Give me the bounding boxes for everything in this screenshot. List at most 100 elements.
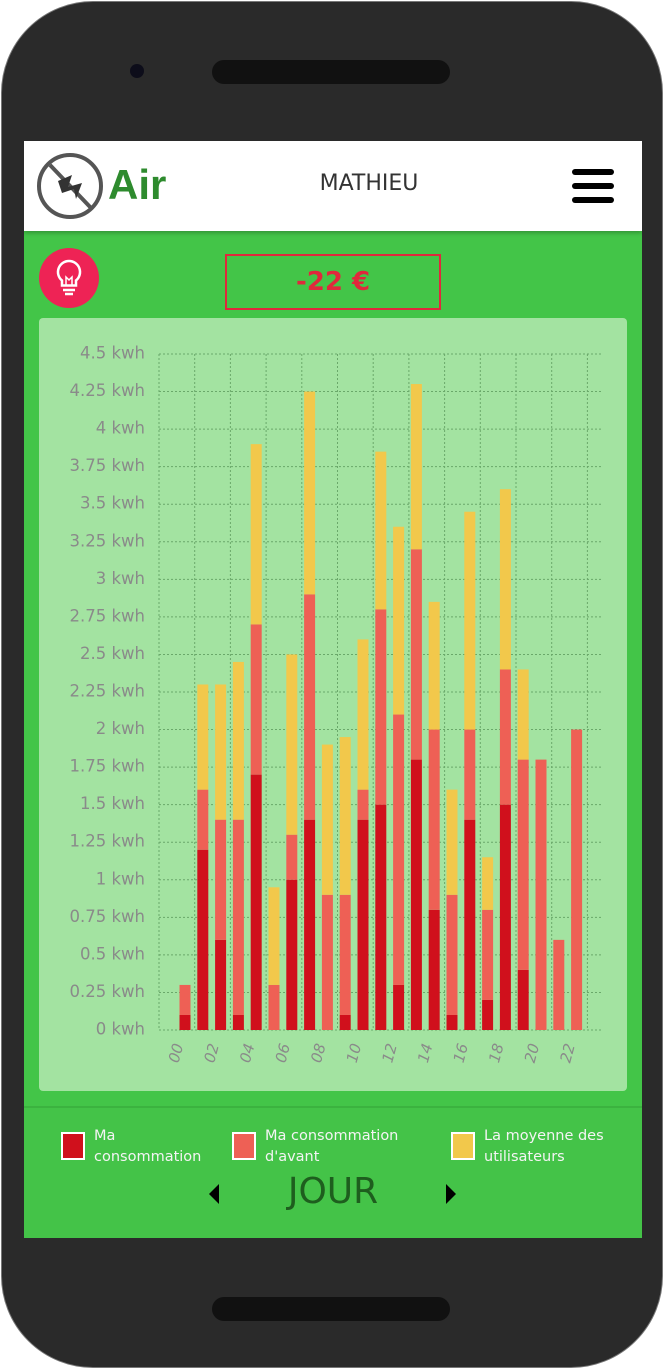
y-tick-label: 4.25 kwh xyxy=(70,381,146,400)
bar-segment xyxy=(375,609,387,805)
bar-segment xyxy=(428,909,440,1030)
bar-segment xyxy=(410,549,422,760)
legend: Ma consommation Ma consommation d'avant La… xyxy=(24,1106,642,1238)
bar-segment xyxy=(464,729,476,820)
bar-segment xyxy=(553,939,565,1030)
bar-segment xyxy=(446,1014,458,1030)
x-tick-label: 18 xyxy=(485,1042,507,1065)
bar-segment xyxy=(268,984,280,1030)
bar-segment xyxy=(232,661,244,820)
bar-segment xyxy=(428,601,440,730)
bar-segment xyxy=(499,669,511,805)
bar-segment xyxy=(286,879,298,1030)
bar-segment xyxy=(517,969,529,1030)
y-tick-label: 3 kwh xyxy=(96,569,145,588)
screen: Air MATHIEU -22 € 0 kwh 0.25 kwh 0.5 kwh 0.… xyxy=(24,141,642,1238)
user-name: MATHIEU xyxy=(319,171,419,196)
y-tick-label: 3.25 kwh xyxy=(70,531,146,550)
bar-segment xyxy=(357,819,369,1030)
bar-segment xyxy=(250,444,262,625)
bar-segment xyxy=(339,894,351,1015)
next-button[interactable] xyxy=(443,1182,459,1206)
bar-segment xyxy=(482,909,494,1000)
bar-segment xyxy=(464,819,476,1030)
x-tick-label: 04 xyxy=(236,1042,258,1065)
legend-label: Ma consommation d'avant xyxy=(265,1128,399,1165)
balance: -22 € xyxy=(225,254,441,310)
header: Air MATHIEU xyxy=(24,141,642,231)
bar-segment xyxy=(268,887,280,985)
x-tick-label: 22 xyxy=(556,1042,578,1065)
x-tick-label: 14 xyxy=(414,1042,436,1065)
bar-segment xyxy=(304,819,316,1030)
y-tick-label: 1 kwh xyxy=(96,869,145,888)
x-tick-label: 20 xyxy=(521,1042,543,1065)
bar-segment xyxy=(215,819,227,940)
y-tick-label: 2 kwh xyxy=(96,719,145,738)
bar-segment xyxy=(197,789,209,850)
y-tick-label: 1.75 kwh xyxy=(70,757,146,776)
speaker xyxy=(212,60,450,84)
legend-label: La moyenne des utilisateurs xyxy=(484,1128,604,1165)
bar-segment xyxy=(571,729,583,1030)
bar-segment xyxy=(304,594,316,820)
prev-button[interactable] xyxy=(206,1182,222,1206)
x-tick-label: 08 xyxy=(307,1042,329,1065)
bar-segment xyxy=(517,759,529,970)
bar-segment xyxy=(357,789,369,820)
bar-segment xyxy=(197,684,209,790)
bar-segment xyxy=(375,804,387,1030)
bar-segment xyxy=(482,857,494,910)
brand: Air xyxy=(108,161,167,208)
bar-segment xyxy=(339,737,351,895)
bar-segment xyxy=(232,819,244,1015)
bar-segment xyxy=(286,834,298,880)
bar-segment xyxy=(535,759,547,1030)
bar-segment xyxy=(499,489,511,670)
bar-segment xyxy=(304,391,316,595)
bar-segment xyxy=(179,1014,191,1030)
bar-segment xyxy=(339,1014,351,1030)
bar-segment xyxy=(499,804,511,1030)
y-tick-label: 2.5 kwh xyxy=(80,644,145,663)
y-tick-label: 1.5 kwh xyxy=(80,794,145,813)
period: JOUR xyxy=(287,1171,379,1212)
y-tick-label: 1.25 kwh xyxy=(70,832,146,851)
y-tick-label: 0.25 kwh xyxy=(70,982,146,1001)
x-tick-label: 12 xyxy=(378,1042,400,1065)
bar-segment xyxy=(215,939,227,1030)
bar-segment xyxy=(393,984,405,1030)
bar-segment xyxy=(446,894,458,1015)
y-tick-label: 3.5 kwh xyxy=(80,494,145,513)
bar-segment xyxy=(517,669,529,760)
bar-segment xyxy=(357,639,369,790)
x-tick-label: 06 xyxy=(272,1042,294,1065)
y-tick-label: 4 kwh xyxy=(96,419,145,438)
y-tick-label: 0 kwh xyxy=(96,1020,145,1039)
legend-swatch xyxy=(232,1132,256,1160)
bar-segment xyxy=(464,511,476,730)
chart-panel: 0 kwh 0.25 kwh 0.5 kwh 0.75 kwh 1 kwh 1.25 kw… xyxy=(39,318,627,1091)
tip-button[interactable] xyxy=(38,247,100,309)
bar-segment xyxy=(321,744,333,895)
bar-segment xyxy=(250,774,262,1030)
legend-swatch xyxy=(451,1132,475,1160)
bar-segment xyxy=(410,384,422,550)
y-tick-label: 2.25 kwh xyxy=(70,682,146,701)
y-tick-label: 0.5 kwh xyxy=(80,944,145,963)
bar-segment xyxy=(321,894,333,1030)
chart: 0 kwh 0.25 kwh 0.5 kwh 0.75 kwh 1 kwh 1.25 kw… xyxy=(70,344,603,1065)
x-tick-label: 16 xyxy=(450,1042,472,1065)
logo xyxy=(37,153,103,219)
bar-segment xyxy=(393,526,405,715)
bar-segment xyxy=(250,624,262,775)
legend-swatch xyxy=(61,1132,85,1160)
bar-segment xyxy=(232,1014,244,1030)
menu-button[interactable] xyxy=(570,167,616,207)
bar-segment xyxy=(179,984,191,1015)
bar-segment xyxy=(410,759,422,1030)
y-tick-label: 0.75 kwh xyxy=(70,907,146,926)
y-tick-label: 2.75 kwh xyxy=(70,606,146,625)
bar-segment xyxy=(428,729,440,910)
